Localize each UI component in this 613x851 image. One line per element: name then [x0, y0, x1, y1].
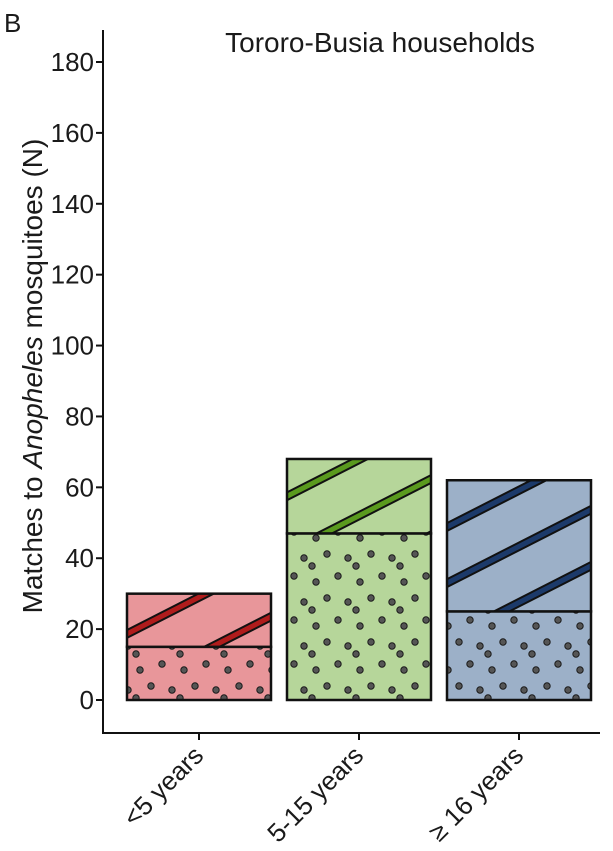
x-tick-label: ≥ 16 years: [422, 740, 529, 847]
y-tick-label: 20: [65, 614, 94, 644]
y-tick-label: 0: [80, 685, 94, 715]
y-axis-label: Matches to Anopheles mosquitoes (N): [17, 139, 48, 614]
y-tick-label: 80: [65, 401, 94, 431]
panel-label: B: [4, 8, 21, 38]
y-axis-label-italic: Anopheles: [17, 336, 48, 470]
y-tick-label: 160: [51, 118, 94, 148]
bar-segment-dots-0: [125, 645, 273, 702]
y-tick-label: 60: [65, 472, 94, 502]
bar-segment-stripes-0: [125, 592, 273, 649]
y-tick-label: 180: [51, 47, 94, 77]
y-tick-label: 40: [65, 543, 94, 573]
svg-text:Matches to Anopheles mosquitoe: Matches to Anopheles mosquitoes (N): [17, 139, 48, 614]
bar-segment-dots-2: [445, 610, 593, 702]
y-tick-label: 100: [51, 331, 94, 361]
chart-title: Tororo-Busia households: [225, 27, 535, 58]
x-tick-label: 5-15 years: [261, 740, 369, 848]
bars-group: [125, 457, 593, 702]
y-tick-label: 120: [51, 260, 94, 290]
y-axis: 0 20 40 60 80 100 120 140 160 180: [51, 30, 104, 734]
bar-segment-dots-1: [285, 532, 433, 702]
bar-segment-stripes-1: [285, 457, 433, 535]
y-axis-label-prefix: Matches to: [17, 469, 48, 614]
y-axis-label-suffix: mosquitoes (N): [17, 139, 48, 337]
bar-segment-stripes-2: [445, 478, 593, 613]
x-tick-label: <5 years: [117, 740, 209, 832]
x-axis: <5 years 5-15 years ≥ 16 years: [102, 732, 600, 848]
y-tick-label: 140: [51, 189, 94, 219]
